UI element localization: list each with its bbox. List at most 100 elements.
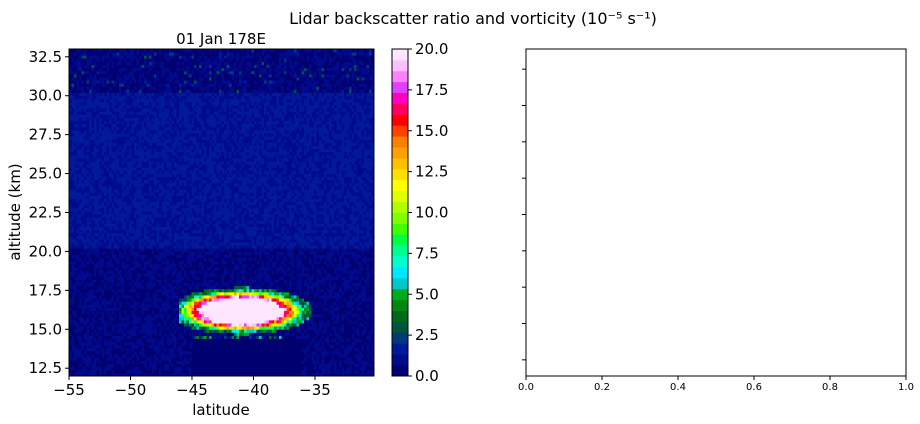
heatmap-cell	[364, 319, 367, 324]
heatmap-cell	[186, 285, 190, 290]
heatmap-cell	[371, 338, 375, 343]
heatmap-cell	[144, 341, 147, 346]
heatmap-cell	[184, 329, 187, 333]
heatmap-cell	[149, 338, 152, 343]
heatmap-cell	[196, 319, 200, 324]
heatmap-cell	[209, 273, 212, 277]
heatmap-cell	[236, 329, 240, 333]
heatmap-cell	[79, 298, 82, 302]
heatmap-cell	[139, 316, 142, 321]
heatmap-cell	[116, 304, 120, 308]
heatmap-cell	[221, 313, 225, 318]
heatmap-cell	[364, 335, 367, 340]
heatmap-cell	[201, 298, 205, 302]
heatmap-cell	[301, 295, 305, 299]
heatmap-cell	[199, 307, 202, 311]
heatmap-cell	[114, 332, 117, 336]
heatmap-cell	[366, 270, 370, 274]
heatmap-cell	[131, 332, 135, 336]
heatmap-cell	[261, 270, 265, 274]
heatmap-cell	[71, 251, 75, 255]
heatmap-cell	[119, 310, 122, 315]
heatmap-cell	[131, 298, 135, 302]
heatmap-cell	[346, 313, 350, 318]
heatmap-cell	[111, 263, 115, 268]
heatmap-cell	[321, 260, 325, 265]
heatmap-cell	[324, 347, 327, 352]
heatmap-cell	[71, 301, 75, 305]
heatmap-cell	[181, 276, 185, 280]
heatmap-cell	[339, 263, 342, 268]
heatmap-cell	[119, 307, 122, 311]
heatmap-cell	[219, 310, 222, 315]
heatmap-cell	[354, 344, 357, 349]
heatmap-cell	[206, 279, 210, 283]
heatmap-cell	[96, 291, 100, 296]
heatmap-cell	[301, 260, 305, 265]
heatmap-cell	[306, 285, 310, 290]
heatmap-cell	[89, 279, 92, 283]
heatmap-cell	[356, 291, 360, 296]
heatmap-cell	[126, 263, 130, 268]
heatmap-cell	[326, 307, 330, 311]
heatmap-cell	[106, 263, 110, 268]
heatmap-cell	[304, 257, 307, 262]
heatmap-cell	[76, 360, 80, 364]
heatmap-cell	[239, 329, 242, 333]
heatmap-cell	[256, 285, 260, 290]
heatmap-cell	[99, 338, 102, 343]
heatmap-cell	[161, 295, 165, 299]
heatmap-cell	[184, 369, 187, 374]
heatmap-cell	[189, 338, 192, 343]
heatmap-cell	[96, 369, 100, 374]
heatmap-cell	[81, 313, 85, 318]
heatmap-cell	[141, 354, 145, 358]
heatmap-cell	[289, 341, 292, 346]
heatmap-cell	[126, 273, 130, 277]
heatmap-cell	[226, 344, 230, 349]
heatmap-cell	[341, 354, 345, 358]
heatmap-cell	[354, 270, 357, 274]
heatmap-cell	[209, 263, 212, 268]
heatmap-cell	[94, 288, 97, 293]
heatmap-cell	[114, 276, 117, 280]
heatmap-cell	[81, 260, 85, 265]
heatmap-cell	[86, 295, 90, 299]
heatmap-cell	[201, 313, 205, 318]
heatmap-cell	[289, 335, 292, 340]
heatmap-cell	[236, 304, 240, 308]
heatmap-cell	[151, 282, 155, 287]
heatmap-cell	[226, 270, 230, 274]
heatmap-cell	[276, 335, 280, 340]
heatmap-cell	[96, 338, 100, 343]
heatmap-cell	[96, 301, 100, 305]
heatmap-cell	[246, 338, 250, 343]
heatmap-cell	[274, 304, 277, 308]
heatmap-cell	[359, 363, 362, 368]
heatmap-cell	[299, 310, 302, 315]
heatmap-cell	[344, 338, 347, 343]
heatmap-cell	[351, 304, 355, 308]
heatmap-cell	[369, 267, 372, 271]
heatmap-cell	[166, 288, 170, 293]
heatmap-cell	[226, 341, 230, 346]
heatmap-cell	[69, 295, 72, 299]
heatmap-cell	[121, 326, 125, 330]
heatmap-cell	[216, 298, 220, 302]
heatmap-cell	[274, 295, 277, 299]
heatmap-cell	[276, 372, 280, 377]
heatmap-cell	[296, 288, 300, 293]
heatmap-cell	[344, 347, 347, 352]
heatmap-cell	[316, 248, 320, 252]
heatmap-cell	[121, 357, 125, 361]
heatmap-cell	[116, 338, 120, 343]
heatmap-cell	[91, 288, 95, 293]
heatmap-cell	[219, 267, 222, 271]
heatmap-cell	[256, 338, 260, 343]
heatmap-cell	[271, 267, 275, 271]
heatmap-cell	[94, 260, 97, 265]
heatmap-cell	[319, 369, 322, 374]
heatmap-cell	[219, 263, 222, 268]
heatmap-cell	[184, 316, 187, 321]
heatmap-cell	[136, 270, 140, 274]
